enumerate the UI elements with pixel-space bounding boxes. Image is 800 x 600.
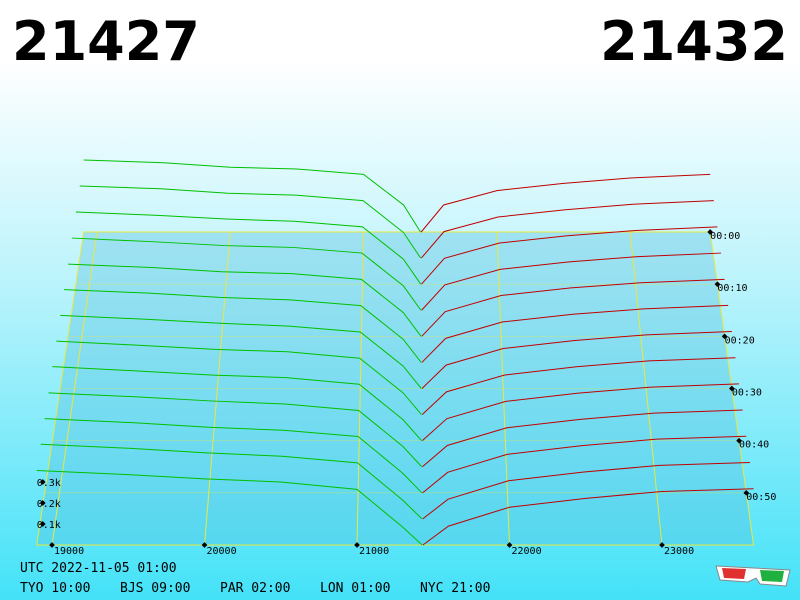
tick-marker bbox=[506, 542, 513, 548]
floor bbox=[36, 231, 755, 546]
bid-curve bbox=[40, 443, 423, 520]
ask-curve bbox=[421, 383, 740, 442]
clock: UTC 2022-11-05 01:00 bbox=[20, 561, 177, 576]
tick-marker bbox=[354, 542, 360, 548]
ask-curve bbox=[421, 357, 736, 415]
bid-curve bbox=[36, 469, 423, 546]
bid-curve bbox=[64, 289, 422, 363]
x-tick-label: 20000 bbox=[207, 546, 237, 557]
x-tick-label: 19000 bbox=[54, 546, 84, 557]
bid-curve bbox=[44, 418, 423, 494]
depth-tick-label: 0.2k bbox=[37, 499, 61, 510]
ask-curve bbox=[421, 252, 722, 311]
time-tick-label: 00:10 bbox=[717, 283, 747, 294]
tick-marker bbox=[721, 333, 728, 340]
bid-price: 21427 bbox=[12, 10, 200, 73]
ask-curve bbox=[422, 435, 747, 494]
ask-curve bbox=[422, 461, 750, 520]
bid-curve bbox=[48, 392, 423, 468]
bid-curve bbox=[71, 237, 422, 311]
zone-time: LON 01:00 bbox=[320, 581, 390, 596]
zone-time: BJS 09:00 bbox=[120, 581, 190, 596]
tick-marker bbox=[39, 521, 46, 527]
tick-marker bbox=[736, 437, 742, 444]
x-tick-label: 22000 bbox=[512, 546, 542, 557]
time-tick-label: 00:00 bbox=[710, 231, 740, 242]
tick-marker bbox=[49, 542, 55, 548]
bid-curve bbox=[56, 340, 422, 415]
ask-curve bbox=[420, 173, 711, 233]
ask-curve bbox=[421, 278, 725, 337]
bid-curve bbox=[52, 366, 422, 441]
labels: 19000 20000 21000 22000 23000 00:00 00:10 00:20… bbox=[37, 229, 776, 557]
ask-curve bbox=[421, 226, 718, 285]
tick-marker bbox=[201, 542, 208, 548]
ask-curve bbox=[420, 200, 714, 259]
ask-curve bbox=[421, 304, 729, 363]
tick-marker bbox=[659, 542, 665, 548]
ask-curve bbox=[422, 488, 754, 546]
curves bbox=[36, 159, 754, 546]
tick-marker bbox=[743, 490, 750, 496]
time-tick-label: 00:50 bbox=[746, 492, 776, 503]
zone-time: TYO 10:00 bbox=[20, 581, 90, 596]
bid-curve bbox=[79, 185, 422, 259]
x-tick-label: 23000 bbox=[664, 546, 694, 557]
depth-tick-label: 0.3k bbox=[37, 478, 61, 489]
bid-curve bbox=[83, 159, 421, 233]
zone-time: PAR 02:00 bbox=[220, 581, 290, 596]
zone-time: NYC 21:00 bbox=[420, 581, 490, 596]
tick-marker bbox=[714, 281, 721, 287]
ask-curve bbox=[422, 409, 743, 468]
x-tick-label: 21000 bbox=[359, 546, 389, 557]
depth-tick-label: 0.1k bbox=[37, 520, 61, 531]
time-tick-label: 00:20 bbox=[725, 335, 755, 346]
time-tick-label: 00:40 bbox=[739, 440, 769, 451]
time-tick-label: 00:30 bbox=[732, 388, 762, 399]
glasses-icon bbox=[715, 565, 791, 587]
tick-marker bbox=[707, 229, 714, 235]
ask-price: 21432 bbox=[600, 10, 788, 73]
tick-marker bbox=[729, 385, 735, 392]
bid-curve bbox=[75, 211, 422, 285]
ask-curve bbox=[421, 331, 732, 389]
bid-curve bbox=[60, 314, 422, 389]
bid-curve bbox=[68, 263, 422, 337]
